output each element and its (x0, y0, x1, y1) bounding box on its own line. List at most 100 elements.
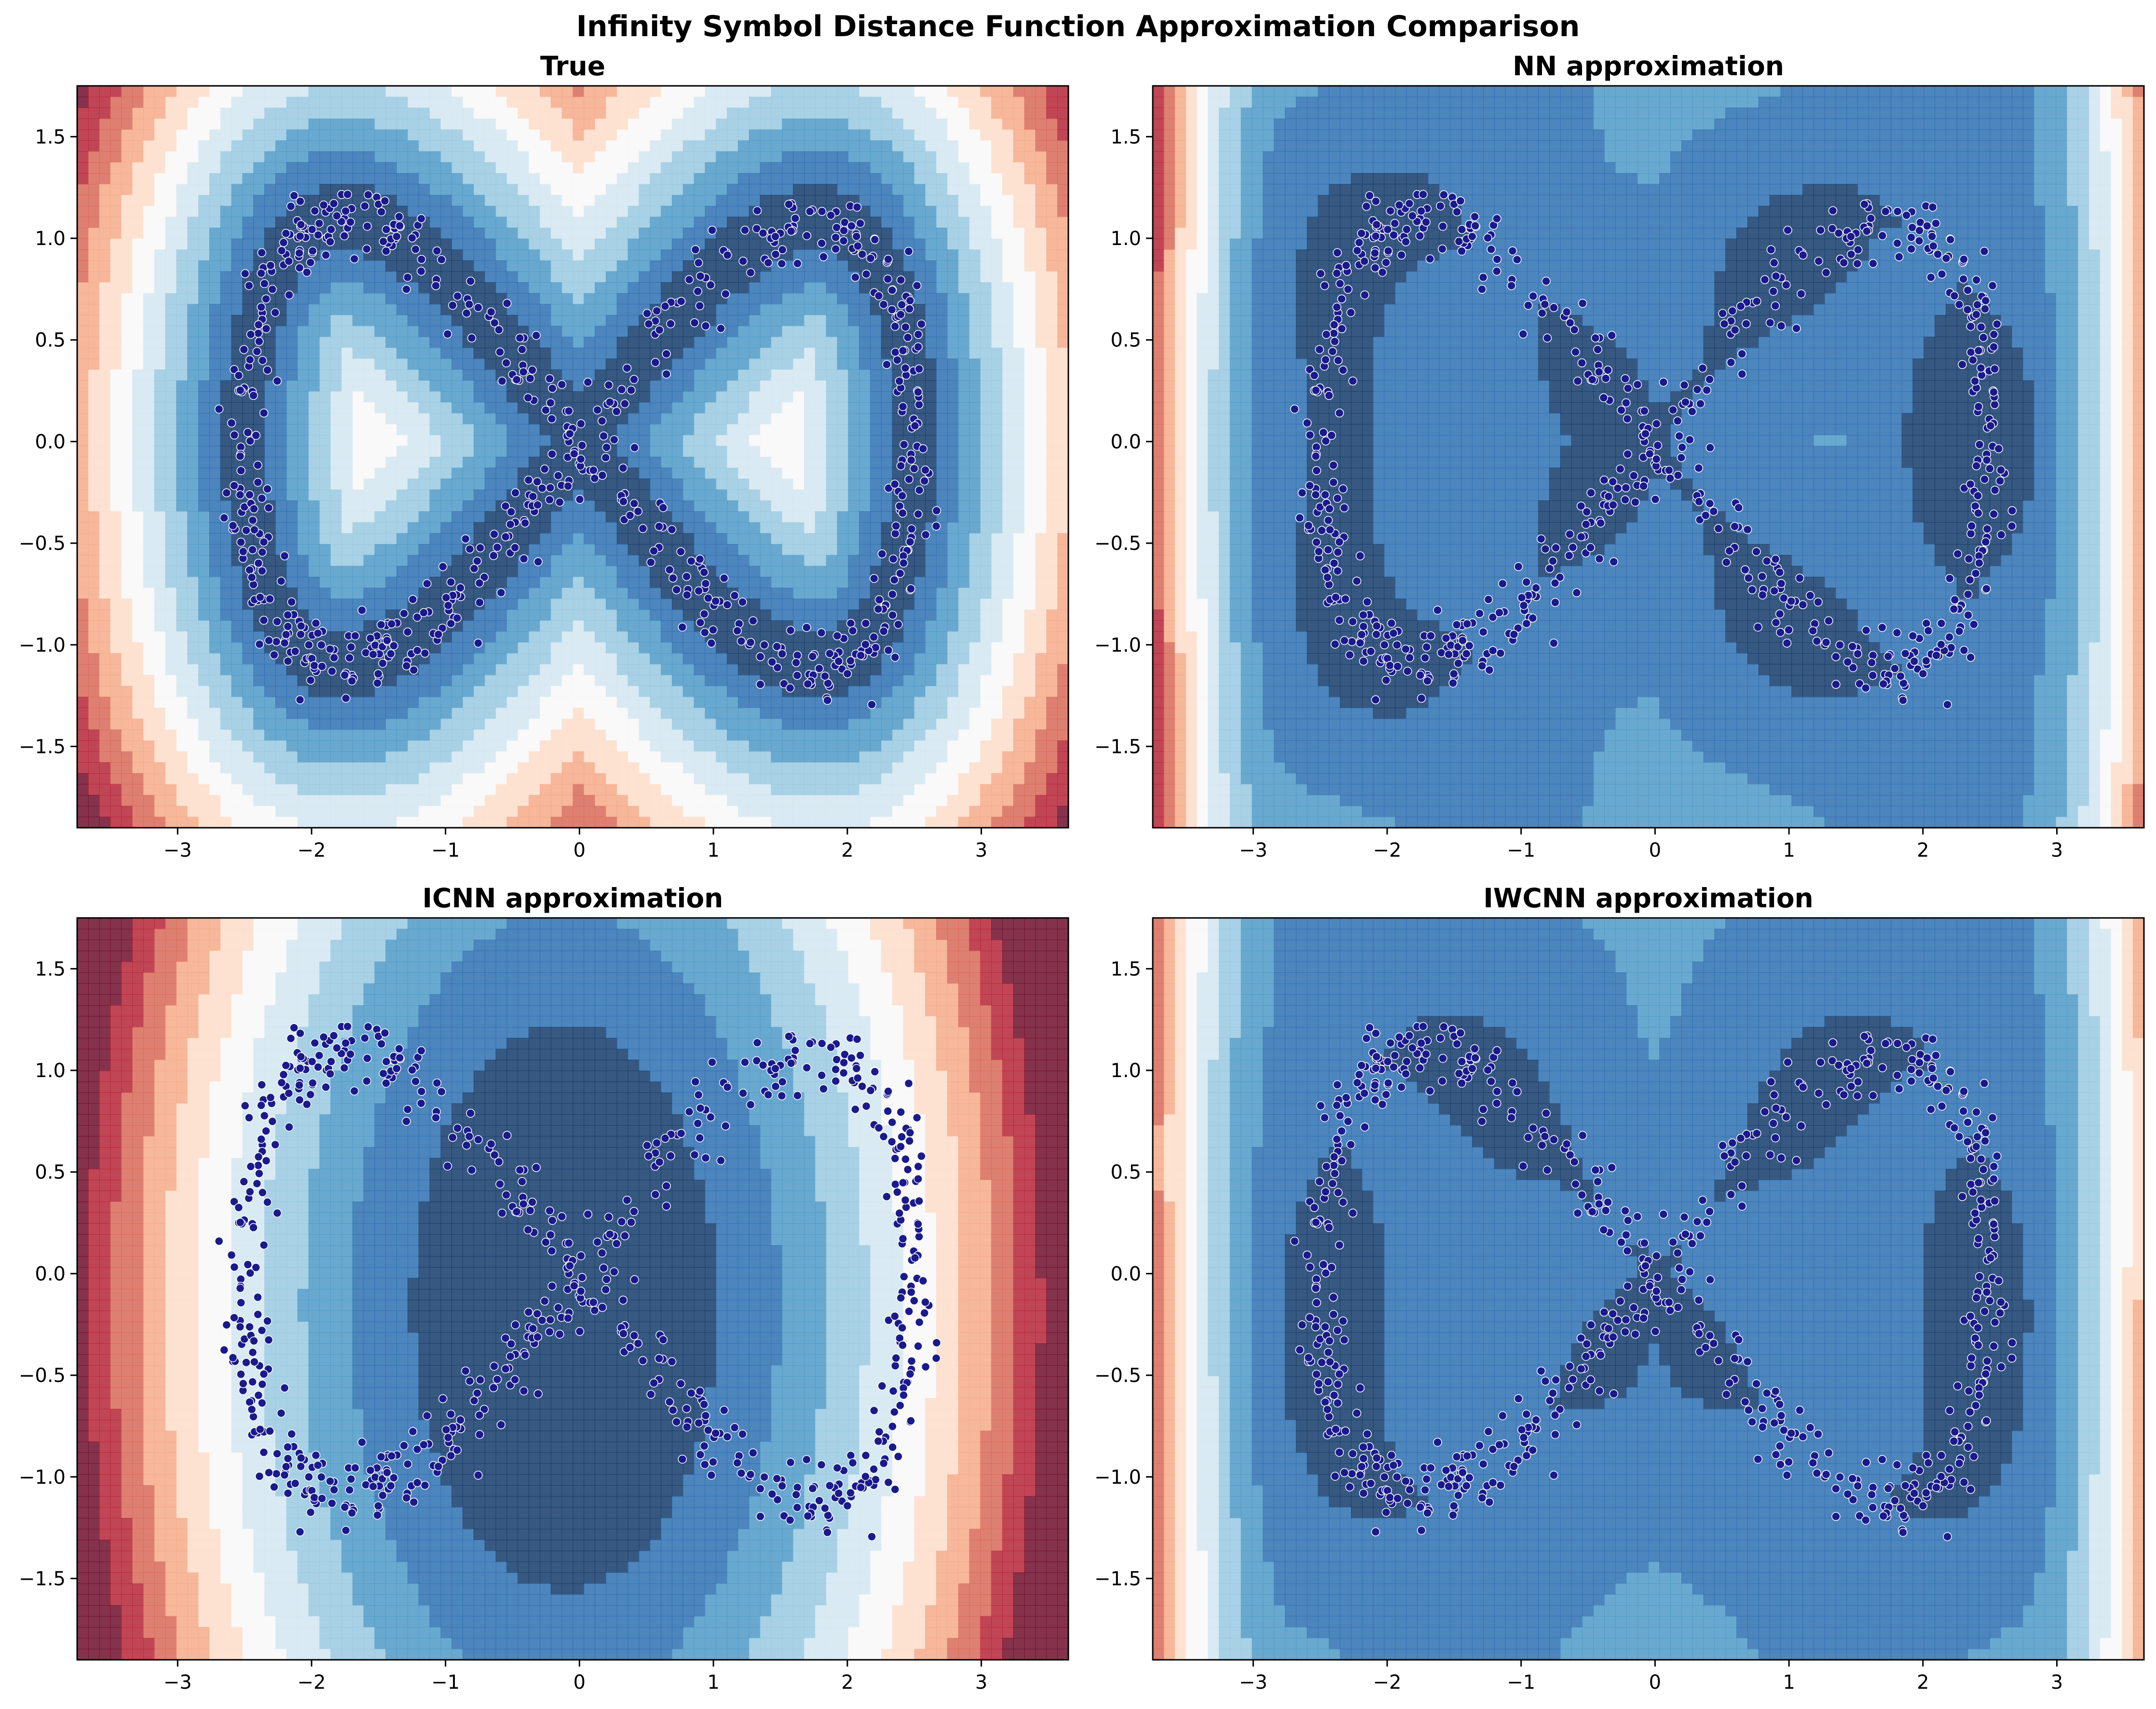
sample-point (280, 1383, 289, 1393)
sample-point (1922, 619, 1931, 628)
sample-point (564, 1238, 573, 1248)
sample-point (1449, 669, 1459, 679)
sample-point (270, 650, 279, 659)
sample-point (1609, 1389, 1618, 1398)
sample-point (1893, 1039, 1902, 1048)
sample-point (1893, 239, 1902, 248)
sample-point (443, 1433, 453, 1442)
sample-point (890, 1312, 900, 1321)
sample-point (678, 1454, 687, 1464)
sample-point (1465, 641, 1474, 650)
sample-point (695, 1133, 705, 1143)
sample-point (696, 618, 705, 627)
panel-1: True−3 −2 −1 0 1 2 3−1.5−1.0−0.50.00.51.01.5 (19, 51, 1069, 861)
sample-point (329, 1485, 339, 1494)
sample-points (214, 1022, 942, 1541)
sample-point (432, 246, 442, 256)
sample-point (252, 1179, 262, 1188)
sample-point (1419, 1022, 1428, 1031)
sample-point (2007, 1338, 2017, 1347)
sample-point (1582, 1339, 1592, 1349)
sample-point (1329, 1391, 1339, 1400)
sample-point (1519, 1433, 1528, 1442)
sample-point (1507, 1113, 1516, 1122)
sample-point (1477, 1117, 1487, 1126)
sample-point (1576, 1364, 1586, 1374)
sample-point (473, 556, 482, 566)
sample-point (1974, 346, 1983, 355)
sample-point (1816, 225, 1825, 235)
sample-point (408, 1066, 417, 1075)
sample-point (257, 269, 266, 278)
sample-point (1966, 322, 1975, 331)
sample-point (462, 308, 471, 318)
sample-point (264, 1468, 273, 1477)
sample-point (1633, 380, 1642, 389)
sample-point (764, 1090, 773, 1099)
sample-point (2007, 521, 2017, 531)
sample-point (1607, 1163, 1616, 1172)
sample-point (1915, 1058, 1924, 1067)
x-tick-label: 0 (1649, 1671, 1661, 1694)
sample-point (1965, 479, 1975, 489)
sample-point (1487, 1077, 1496, 1086)
sample-point (1766, 245, 1776, 254)
sample-point (1380, 640, 1389, 650)
sample-point (1517, 1425, 1527, 1435)
sample-point (1867, 1490, 1876, 1499)
sample-point (660, 301, 670, 311)
sample-point (904, 246, 914, 256)
sample-point (1855, 1511, 1864, 1520)
sample-point (1604, 1324, 1613, 1333)
sample-point (1337, 1126, 1346, 1135)
sample-point (1329, 559, 1339, 568)
sample-point (1599, 393, 1609, 402)
sample-point (738, 1429, 747, 1439)
sample-point (1297, 1320, 1307, 1329)
sample-point (1821, 638, 1831, 647)
sample-point (720, 1406, 729, 1415)
sample-point (733, 1458, 742, 1467)
sample-point (1335, 615, 1344, 625)
sample-point (646, 1390, 655, 1399)
sample-point (1392, 640, 1402, 650)
sample-point (752, 224, 762, 233)
sample-point (1339, 503, 1349, 513)
sample-point (1846, 232, 1856, 241)
sample-point (1966, 1179, 1976, 1189)
sample-point (1454, 237, 1464, 246)
sample-point (1972, 1293, 1981, 1302)
sample-point (258, 1380, 267, 1389)
x-tick-label: −3 (164, 1671, 192, 1694)
sample-point (1705, 1331, 1715, 1340)
sample-point (756, 680, 765, 689)
sample-point (1722, 558, 1731, 567)
sample-point (1599, 475, 1609, 485)
sample-point (888, 1442, 897, 1452)
sample-point (1971, 1401, 1980, 1410)
sample-point (858, 1081, 867, 1091)
sample-point (1977, 322, 1986, 332)
sample-point (1452, 1452, 1461, 1462)
sample-point (1737, 349, 1747, 358)
sample-point (700, 1460, 710, 1469)
sample-point (1728, 1138, 1737, 1148)
sample-point (1345, 650, 1354, 659)
sample-point (1436, 201, 1445, 211)
sample-point (1321, 1397, 1330, 1407)
sample-point (1963, 1137, 1972, 1147)
sample-point (249, 1223, 258, 1232)
sample-point (914, 364, 924, 374)
sample-point (452, 1446, 462, 1455)
sample-point (247, 1405, 257, 1414)
sample-point (1551, 1430, 1560, 1439)
sample-point (476, 1375, 485, 1385)
sample-point (1604, 492, 1613, 501)
sample-point (1403, 1499, 1412, 1508)
sample-point (1996, 1362, 2006, 1371)
sample-point (1673, 416, 1682, 425)
sample-point (1981, 296, 1991, 305)
sample-point (914, 1341, 923, 1351)
sample-point (239, 345, 248, 354)
sample-point (598, 1303, 607, 1312)
